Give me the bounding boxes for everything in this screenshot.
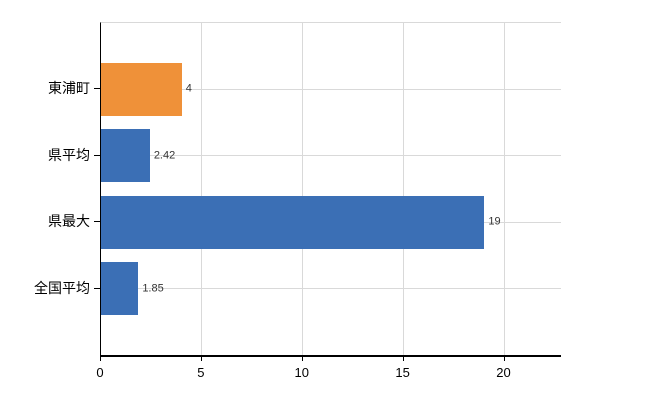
horizontal-gridline <box>101 155 561 157</box>
bar-value-label: 4 <box>185 82 192 95</box>
bar <box>101 195 485 249</box>
category-label: 県平均 <box>48 146 90 163</box>
bar <box>101 129 150 183</box>
vertical-gridline <box>403 23 405 355</box>
x-axis-tick <box>200 356 202 361</box>
bar <box>101 62 182 116</box>
x-axis-tick <box>402 356 404 361</box>
x-axis-tick-label: 15 <box>395 365 410 380</box>
plot-area: 4 2.42 19 1.85 <box>100 22 561 357</box>
x-axis-tick <box>301 356 303 361</box>
y-axis-tick <box>94 287 100 289</box>
y-axis-tick <box>94 221 100 223</box>
y-axis-tick <box>94 154 100 156</box>
category-label: 県最大 <box>48 213 90 230</box>
x-axis-tick-label: 10 <box>294 365 309 380</box>
x-axis-tick-label: 0 <box>96 365 104 380</box>
vertical-gridline <box>504 23 505 355</box>
category-label: 東浦町 <box>48 80 90 97</box>
x-axis-tick <box>100 356 101 361</box>
x-axis-tick-label: 20 <box>496 365 511 380</box>
y-axis-tick <box>94 88 100 90</box>
bar-value-label: 2.42 <box>153 149 176 162</box>
vertical-gridline <box>302 23 304 355</box>
x-axis-tick <box>503 356 505 361</box>
x-axis-tick-label: 5 <box>197 365 205 380</box>
horizontal-gridline <box>101 288 561 290</box>
vertical-gridline <box>201 23 203 355</box>
category-label: 全国平均 <box>34 279 90 296</box>
bar-value-label: 1.85 <box>142 282 164 295</box>
bar <box>101 262 139 316</box>
horizontal-gridline <box>101 88 561 90</box>
bar-value-label: 19 <box>488 215 501 228</box>
